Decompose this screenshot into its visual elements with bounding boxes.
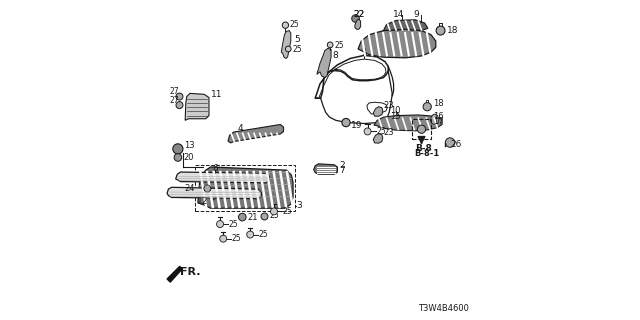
Polygon shape [185, 93, 209, 120]
Text: 19: 19 [351, 121, 363, 130]
Text: 18: 18 [433, 99, 444, 108]
Circle shape [282, 22, 289, 28]
Text: 27: 27 [170, 96, 180, 105]
Circle shape [204, 185, 211, 192]
Polygon shape [175, 172, 269, 183]
Polygon shape [167, 266, 182, 282]
Polygon shape [355, 19, 360, 29]
Polygon shape [167, 187, 261, 199]
Text: 25: 25 [334, 41, 344, 50]
Text: 14: 14 [393, 10, 404, 19]
Text: 26: 26 [451, 140, 462, 149]
Text: 5: 5 [294, 35, 300, 44]
Text: 27: 27 [170, 87, 180, 96]
Text: 25: 25 [283, 207, 292, 216]
Text: 23: 23 [383, 128, 394, 137]
Text: 1: 1 [362, 48, 367, 57]
Polygon shape [317, 48, 331, 77]
Circle shape [247, 231, 253, 238]
Text: 22: 22 [353, 10, 365, 19]
Polygon shape [373, 107, 383, 116]
Text: 6: 6 [212, 164, 218, 173]
Circle shape [176, 102, 183, 108]
Text: 16: 16 [433, 112, 444, 121]
Text: B-8: B-8 [415, 144, 432, 153]
Circle shape [342, 118, 350, 127]
Text: 25: 25 [259, 230, 268, 239]
Text: 22: 22 [353, 10, 365, 19]
Text: 15: 15 [390, 112, 400, 121]
Polygon shape [358, 29, 436, 58]
Text: 9: 9 [413, 10, 419, 19]
Circle shape [423, 103, 431, 111]
Text: 25: 25 [232, 234, 241, 243]
Text: 21: 21 [247, 212, 257, 222]
Circle shape [271, 208, 278, 215]
Circle shape [239, 213, 246, 221]
Polygon shape [228, 124, 284, 143]
Circle shape [436, 26, 445, 35]
Polygon shape [374, 115, 442, 131]
Circle shape [285, 46, 291, 52]
Text: 23: 23 [383, 101, 394, 110]
Text: 24: 24 [184, 184, 195, 193]
Text: 25: 25 [269, 211, 279, 220]
Text: 25: 25 [292, 45, 302, 54]
Text: 10: 10 [390, 106, 400, 115]
Text: 3: 3 [296, 202, 302, 211]
Text: 25: 25 [289, 20, 299, 29]
Text: 7: 7 [339, 166, 345, 175]
Polygon shape [198, 167, 293, 208]
Text: 25: 25 [376, 127, 386, 136]
Polygon shape [383, 20, 428, 31]
Circle shape [174, 154, 182, 161]
Text: 18: 18 [447, 26, 458, 35]
Circle shape [220, 235, 227, 242]
Text: 17: 17 [433, 117, 444, 126]
Text: 4: 4 [237, 124, 243, 133]
Polygon shape [314, 164, 337, 174]
Text: 12: 12 [197, 197, 208, 206]
Text: 20: 20 [184, 153, 194, 162]
Polygon shape [373, 134, 383, 143]
Text: T3W4B4600: T3W4B4600 [418, 304, 469, 313]
Circle shape [327, 42, 333, 48]
Text: 2: 2 [339, 161, 345, 170]
Circle shape [173, 144, 183, 154]
Circle shape [445, 138, 455, 147]
Circle shape [261, 213, 268, 220]
Polygon shape [282, 31, 291, 59]
Text: B-8-1: B-8-1 [414, 149, 440, 158]
Text: 11: 11 [211, 91, 223, 100]
Text: FR.: FR. [180, 267, 201, 277]
Circle shape [364, 128, 371, 135]
Circle shape [352, 15, 359, 22]
Circle shape [417, 125, 426, 133]
Text: 13: 13 [184, 141, 194, 150]
Circle shape [216, 220, 223, 228]
Text: 8: 8 [333, 51, 339, 60]
Polygon shape [430, 114, 439, 124]
Text: 25: 25 [228, 220, 238, 228]
Circle shape [176, 93, 183, 100]
